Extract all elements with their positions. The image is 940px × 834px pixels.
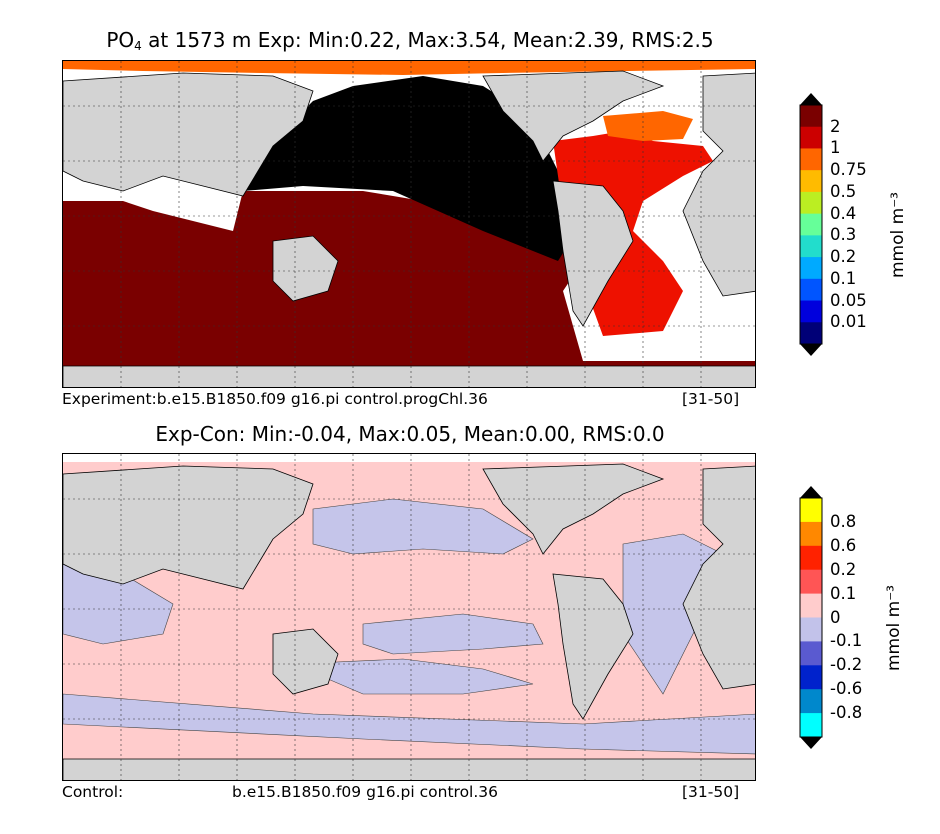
colorbar-tick-label: -0.1 — [830, 631, 863, 651]
south-america-land — [552, 573, 634, 720]
colorbar-segment — [800, 322, 822, 345]
tropical-pacific-negative — [362, 613, 544, 655]
top-caption-left: Experiment:b.e15.B1850.f09 g16.pi contro… — [62, 390, 488, 408]
colorbar-tick-label: 2 — [830, 116, 841, 136]
colorbar-segment — [800, 665, 822, 690]
colorbar-segment — [800, 213, 822, 236]
arctic-white — [63, 454, 755, 462]
colorbar-segment — [800, 170, 822, 193]
top-title-rest: at 1573 m Exp: Min:0.22, Max:3.54, Mean:… — [141, 28, 714, 52]
bottom-colorbar-label: mmol m⁻³ — [884, 585, 904, 671]
north-atlantic-orange — [603, 111, 693, 141]
antarctica-land — [63, 365, 755, 387]
bottom-colorbar — [799, 486, 826, 749]
colorbar-segment — [800, 148, 822, 171]
south-america-land — [552, 180, 634, 327]
north-america-land — [482, 463, 665, 555]
bottom-map-svg — [63, 454, 755, 780]
colorbar-tick-label: 0.1 — [830, 268, 857, 288]
colorbar-segment — [800, 278, 822, 302]
bottom-caption-right: [31-50] — [682, 783, 740, 801]
colorbar-segment — [800, 569, 822, 595]
bottom-caption-left: Control: — [62, 783, 124, 801]
negative-anomaly-patches — [63, 498, 755, 755]
top-map-svg — [63, 61, 755, 387]
north-america-land — [482, 70, 665, 162]
bottom-caption-mid: b.e15.B1850.f09 g16.pi control.36 — [232, 783, 499, 801]
colorbar-segment — [800, 521, 822, 547]
colorbar-segment — [800, 641, 822, 666]
colorbar-tick-label: 0.2 — [830, 559, 857, 579]
colorbar-segment — [800, 593, 822, 618]
colorbar-tick-label: 0.8 — [830, 511, 857, 531]
colorbar-tick-label: 1 — [830, 138, 841, 158]
eurasia-land — [63, 465, 314, 590]
colorbar-segment — [800, 617, 822, 642]
colorbar-tick-label: -0.2 — [830, 655, 863, 675]
top-title-prefix: PO — [106, 28, 135, 52]
southern-negative — [63, 693, 755, 755]
top-colorbar — [799, 93, 826, 356]
colorbar-segment — [800, 300, 822, 323]
colorbar-tick-label: -0.8 — [830, 703, 863, 723]
top-colorbar-label: mmol m⁻³ — [888, 192, 908, 278]
colorbar-tick-label: 0.6 — [830, 535, 857, 555]
colorbar-tick-label: 0.05 — [830, 290, 867, 310]
colorbar-segment — [800, 235, 822, 258]
map-grid — [63, 454, 755, 780]
colorbar-segment — [800, 105, 822, 128]
colorbar-extend-top — [800, 93, 822, 105]
colorbar-tick-label: 0.01 — [830, 312, 867, 332]
pacific-ocean — [243, 76, 583, 261]
colorbar-segment — [800, 689, 822, 714]
top-map-title: PO4 at 1573 m Exp: Min:0.22, Max:3.54, M… — [0, 28, 820, 53]
colorbar-segment — [800, 498, 822, 523]
colorbar-tick-label: 0.75 — [830, 160, 867, 180]
colorbar-extend-bottom — [800, 344, 822, 356]
antarctica-land — [63, 758, 755, 780]
colorbar-segment — [800, 191, 822, 215]
colorbar-tick-label: 0.3 — [830, 225, 857, 245]
bottom-map-title: Exp-Con: Min:-0.04, Max:0.05, Mean:0.00,… — [155, 422, 665, 446]
bottom-colorbar-svg — [799, 486, 823, 749]
colorbar-tick-label: -0.6 — [830, 679, 863, 699]
colorbar-segment — [800, 126, 822, 149]
colorbar-extend-top — [800, 486, 822, 498]
australia-land — [272, 235, 339, 302]
colorbar-tick-label: 0.4 — [830, 203, 857, 223]
colorbar-extend-bottom — [800, 737, 822, 749]
indian-southern-ocean — [63, 191, 755, 387]
colorbar-tick-label: 0.1 — [830, 583, 857, 603]
colorbar-segment — [800, 713, 822, 738]
map-grid — [63, 61, 755, 387]
colorbar-segment — [800, 257, 822, 280]
africa-europe-land — [682, 465, 755, 690]
bottom-map-panel — [62, 453, 756, 781]
top-colorbar-svg — [799, 93, 823, 356]
colorbar-tick-label: 0 — [830, 607, 841, 627]
colorbar-tick-label: 0.5 — [830, 181, 857, 201]
arctic-ocean — [63, 61, 755, 75]
colorbar-segment — [800, 545, 822, 571]
africa-europe-land — [682, 72, 755, 297]
top-map-panel — [62, 60, 756, 388]
top-title-subscript: 4 — [134, 39, 142, 53]
australia-land — [272, 628, 339, 695]
top-caption-right: [31-50] — [682, 390, 740, 408]
colorbar-tick-label: 0.2 — [830, 247, 857, 267]
eurasia-land — [63, 72, 314, 197]
